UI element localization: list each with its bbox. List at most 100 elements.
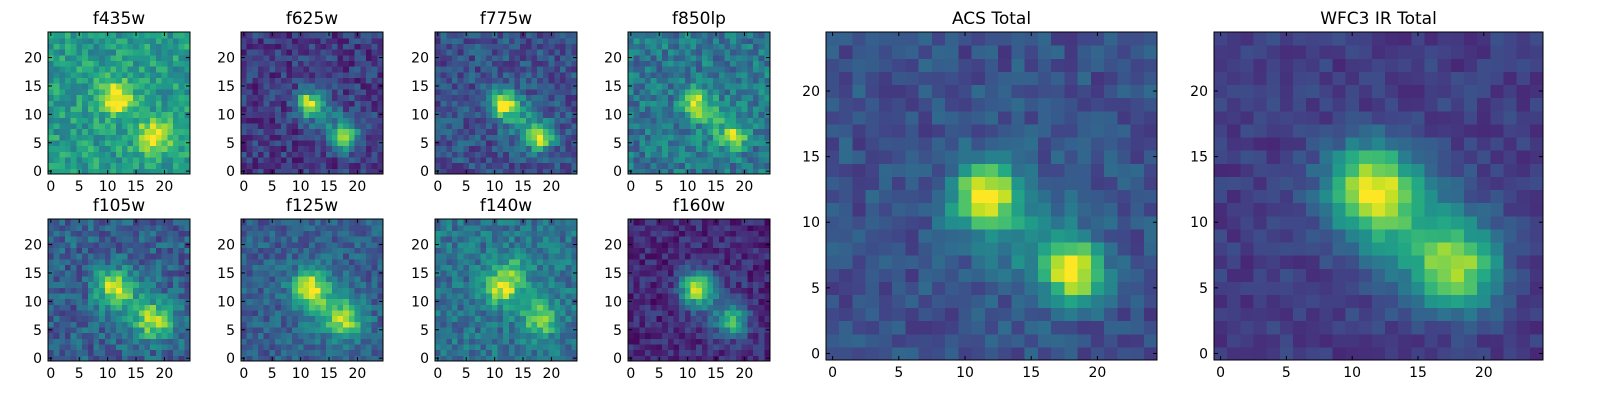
heatmap-cell — [701, 338, 709, 345]
heatmap-cell — [707, 139, 714, 147]
heatmap-cell — [440, 321, 447, 328]
heatmap-cell — [303, 66, 310, 73]
heatmap-cell — [252, 83, 259, 90]
heatmap-cell — [474, 128, 482, 135]
heatmap-cell — [70, 139, 77, 147]
heatmap-cell — [440, 298, 447, 305]
heatmap-cell — [667, 326, 675, 334]
heatmap-cell — [309, 49, 316, 56]
heatmap-cell — [469, 54, 476, 61]
heatmap-cell — [155, 343, 163, 351]
heatmap-cell — [747, 49, 754, 56]
heatmap-cell — [138, 77, 146, 84]
heatmap-cell — [184, 162, 191, 169]
heatmap-cell — [343, 224, 350, 231]
heatmap-cell — [241, 151, 248, 158]
heatmap-cell — [474, 94, 482, 101]
heatmap-cell — [559, 304, 567, 311]
heatmap-cell — [82, 111, 89, 118]
heatmap-cell — [531, 309, 538, 317]
heatmap-cell — [491, 304, 499, 311]
heatmap-cell — [246, 292, 253, 300]
heatmap-cell — [650, 292, 657, 300]
heatmap-cell — [303, 343, 310, 351]
heatmap-cell — [497, 349, 504, 356]
heatmap-cell — [161, 247, 168, 254]
heatmap-cell — [690, 105, 697, 113]
heatmap-cell — [292, 326, 299, 334]
heatmap-cell — [82, 94, 89, 101]
heatmap-cell — [696, 134, 703, 141]
heatmap-cell — [457, 332, 464, 339]
heatmap-cell — [463, 230, 470, 237]
heatmap-cell — [690, 281, 697, 288]
heatmap-cell — [320, 156, 327, 164]
heatmap-cell — [724, 139, 731, 147]
heatmap-cell — [150, 315, 157, 322]
heatmap-cell — [752, 275, 760, 283]
heatmap-cell — [241, 66, 248, 73]
heatmap-cell — [548, 94, 555, 101]
heatmap-cell — [161, 315, 168, 322]
heatmap-cell — [480, 270, 487, 277]
heatmap-cell — [326, 236, 333, 243]
heatmap-cell — [457, 111, 464, 118]
heatmap-cell — [116, 287, 123, 294]
heatmap-cell — [53, 292, 60, 300]
heatmap-cell — [280, 355, 288, 362]
heatmap-cell — [53, 332, 60, 339]
heatmap-cell — [320, 128, 327, 135]
heatmap-cell — [280, 128, 288, 135]
heatmap-cell — [525, 253, 533, 260]
heatmap-cell — [320, 332, 327, 339]
heatmap-cell — [348, 326, 356, 334]
heatmap-cell — [730, 117, 737, 124]
heatmap-cell — [275, 258, 282, 266]
heatmap-cell — [65, 349, 72, 356]
heatmap-cell — [656, 156, 663, 164]
heatmap-cell — [696, 349, 703, 356]
heatmap-cell — [667, 281, 675, 288]
heatmap-cell — [752, 309, 760, 317]
heatmap-cell — [645, 139, 652, 147]
heatmap-cell — [537, 77, 544, 84]
heatmap-cell — [628, 287, 635, 294]
heatmap-cell — [82, 83, 89, 90]
heatmap-cell — [70, 332, 77, 339]
heatmap-cell — [48, 258, 55, 266]
heatmap-cell — [138, 241, 146, 248]
heatmap-cell — [497, 332, 504, 339]
heatmap-cell — [701, 287, 709, 294]
heatmap-cell — [331, 230, 339, 237]
heatmap-cell — [280, 326, 288, 334]
heatmap-cell — [559, 355, 567, 362]
heatmap-cell — [138, 264, 146, 271]
heatmap-cell — [497, 224, 504, 231]
heatmap-cell — [70, 247, 77, 254]
heatmap-cell — [457, 71, 464, 79]
heatmap-cell — [87, 71, 95, 79]
heatmap-cell — [503, 83, 510, 90]
heatmap-cell — [559, 253, 567, 260]
heatmap-cell — [628, 134, 635, 141]
heatmap-cell — [497, 83, 504, 90]
heatmap-cell — [314, 117, 322, 124]
heatmap-cell — [690, 71, 697, 79]
heatmap-cell — [696, 111, 703, 118]
heatmap-cell — [457, 355, 464, 362]
heatmap-cell — [525, 219, 533, 226]
heatmap-cell — [503, 134, 510, 141]
heatmap-cell — [121, 71, 129, 79]
heatmap-cell — [241, 258, 248, 266]
heatmap-cell — [446, 49, 453, 56]
heatmap-cell — [684, 139, 692, 147]
heatmap-cell — [178, 54, 185, 61]
heatmap-cell — [138, 253, 146, 260]
heatmap-cell — [297, 258, 305, 266]
heatmap-cell — [497, 156, 504, 164]
heatmap-cell — [354, 77, 361, 84]
heatmap-cell — [138, 54, 146, 61]
heatmap-cell — [360, 71, 367, 79]
heatmap-cell — [503, 304, 510, 311]
heatmap-cell — [320, 168, 327, 175]
